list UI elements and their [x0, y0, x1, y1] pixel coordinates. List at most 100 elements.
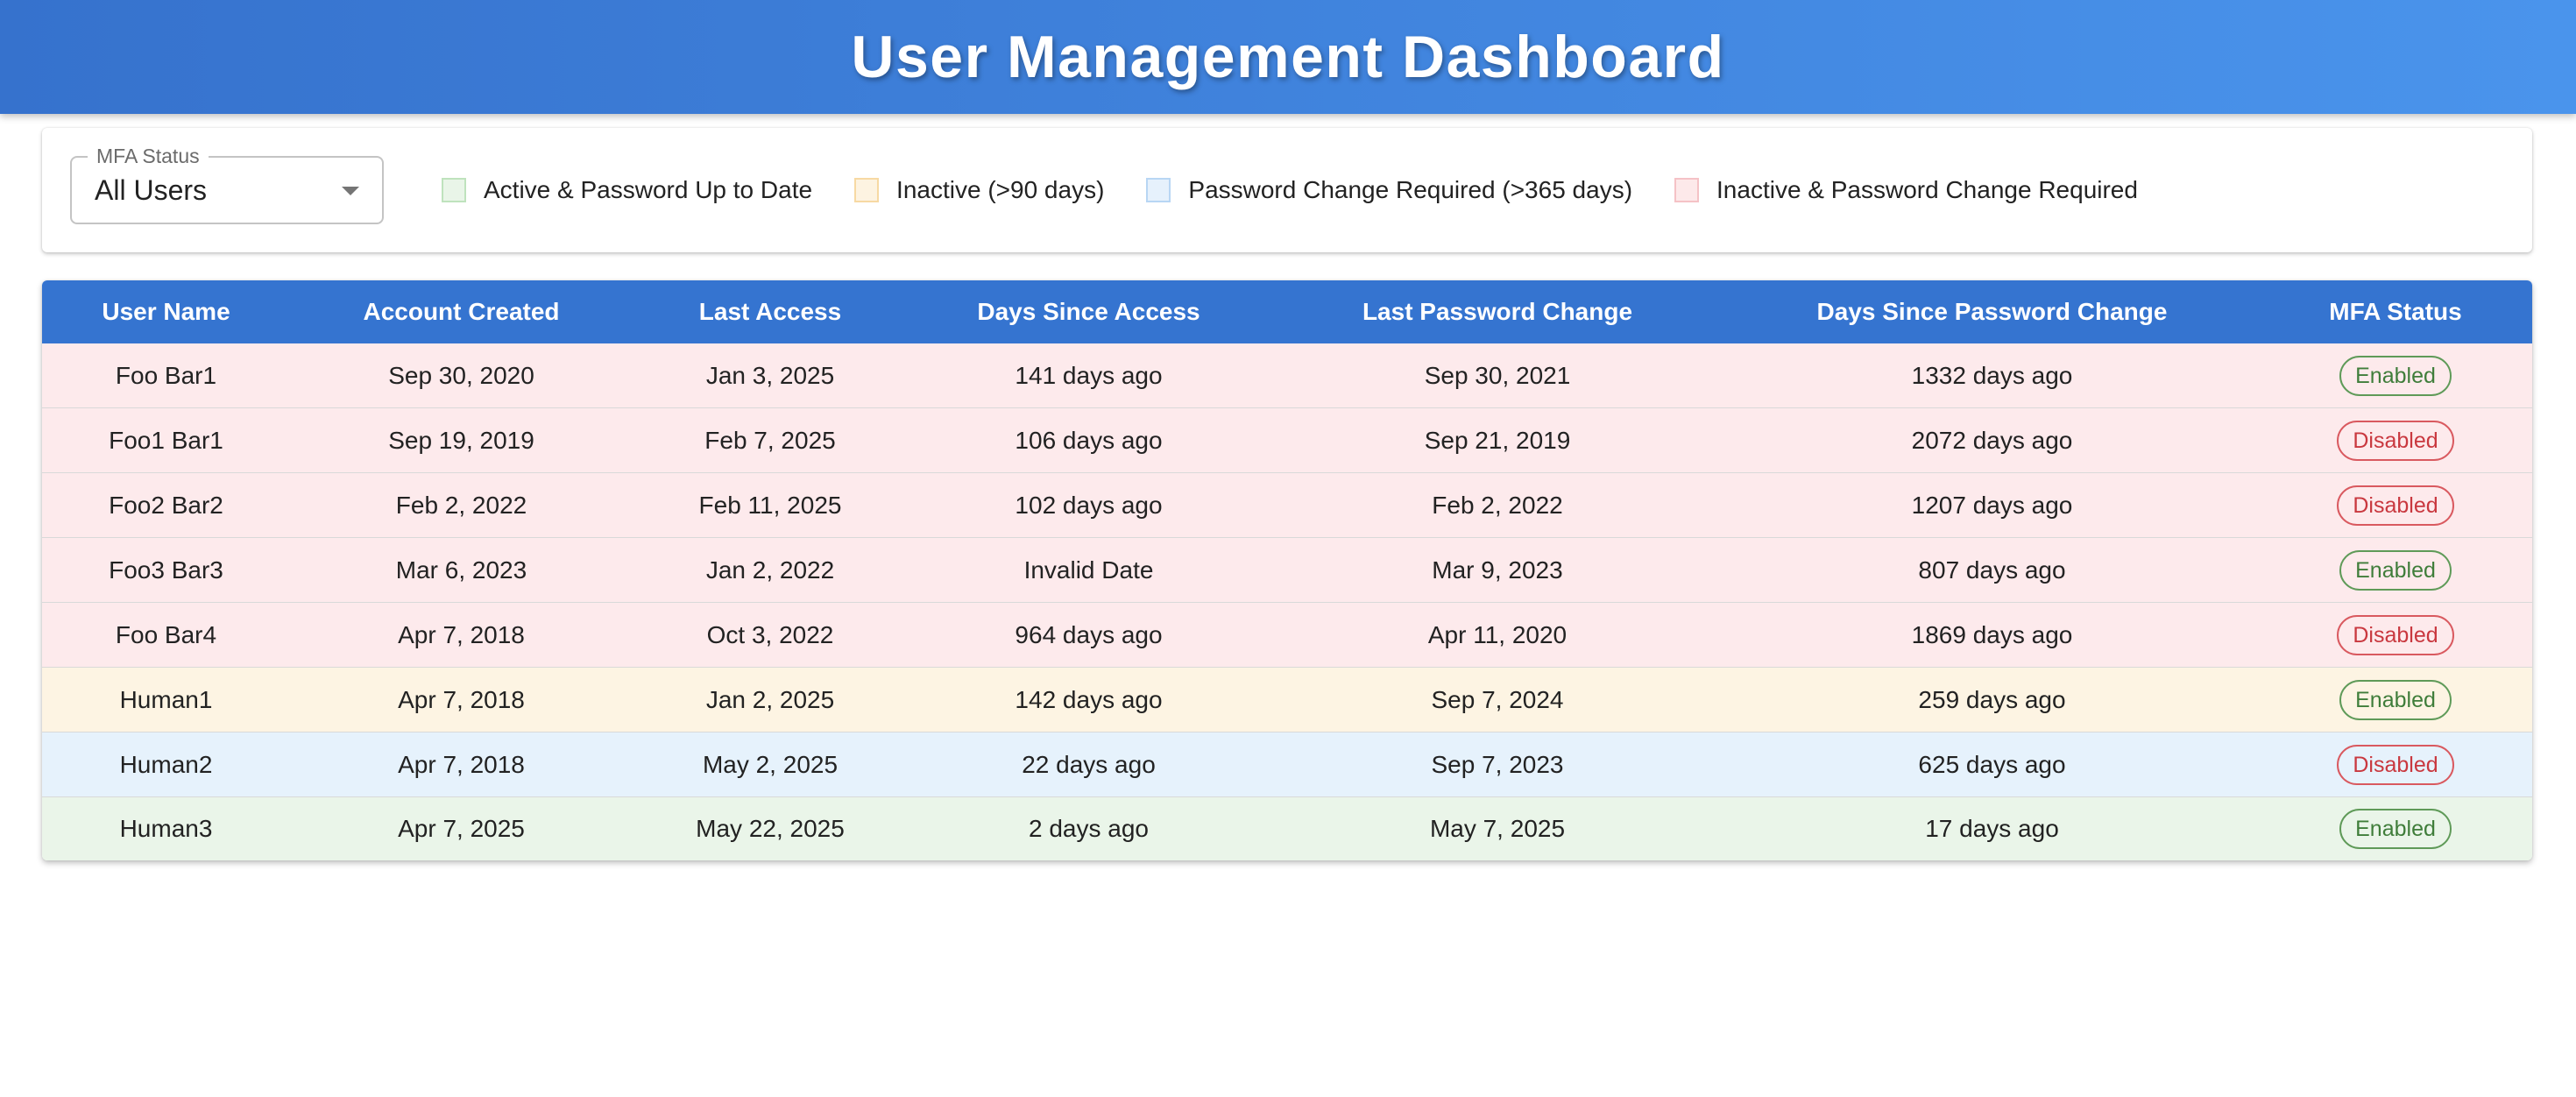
cell-mfa-status: Disabled — [2259, 407, 2532, 473]
mfa-status-badge[interactable]: Disabled — [2337, 420, 2454, 461]
caret-down-icon — [342, 187, 359, 195]
legend-label: Password Change Required (>365 days) — [1188, 176, 1633, 203]
cell-account-created: Sep 30, 2020 — [290, 343, 633, 408]
table-header-row: User Name Account Created Last Access Days … — [42, 280, 2532, 343]
table-body: Foo Bar1 Sep 30, 2020 Jan 3, 2025 141 days … — [42, 343, 2532, 860]
legend-label: Inactive (>90 days) — [896, 176, 1105, 203]
table-row[interactable]: Human2 Apr 7, 2018 May 2, 2025 22 days ago S… — [42, 732, 2532, 797]
cell-last-password-change: Feb 2, 2022 — [1270, 472, 1725, 538]
mfa-status-select-value: All Users — [95, 174, 208, 206]
cell-user-name: Foo2 Bar2 — [42, 472, 290, 538]
cell-account-created: Apr 7, 2018 — [290, 667, 633, 733]
column-header-last-access[interactable]: Last Access — [698, 298, 842, 325]
cell-user-name: Foo1 Bar1 — [42, 407, 290, 473]
column-header-mfa-status[interactable]: MFA Status — [2329, 298, 2462, 325]
legend-swatch — [1674, 178, 1700, 202]
column-header-last-password-change[interactable]: Last Password Change — [1362, 298, 1633, 325]
legend-label: Inactive & Password Change Required — [1716, 176, 2138, 203]
cell-days-since-password-change: 1207 days ago — [1725, 472, 2259, 538]
table-row[interactable]: Foo1 Bar1 Sep 19, 2019 Feb 7, 2025 106 days… — [42, 407, 2532, 473]
cell-account-created: Apr 7, 2018 — [290, 732, 633, 797]
mfa-status-badge[interactable]: Disabled — [2337, 614, 2454, 655]
column-header-days-since-access[interactable]: Days Since Access — [977, 298, 1200, 325]
table-row[interactable]: Foo3 Bar3 Mar 6, 2023 Jan 2, 2022 Invalid D… — [42, 537, 2532, 603]
legend-item: Password Change Required (>365 days) — [1146, 176, 1632, 204]
cell-mfa-status: Enabled — [2259, 537, 2532, 603]
cell-user-name: Foo Bar4 — [42, 602, 290, 668]
cell-last-access: Jan 3, 2025 — [633, 343, 908, 408]
cell-user-name: Foo3 Bar3 — [42, 537, 290, 603]
cell-days-since-access: 964 days ago — [908, 602, 1270, 668]
cell-user-name: Human1 — [42, 667, 290, 733]
page-title: User Management Dashboard — [851, 24, 1725, 90]
cell-days-since-access: 2 days ago — [1029, 815, 1149, 842]
cell-last-access: May 2, 2025 — [633, 732, 908, 797]
cell-days-since-password-change: 17 days ago — [1925, 815, 2059, 842]
cell-last-access: Feb 11, 2025 — [633, 472, 908, 538]
cell-user-name: Human2 — [42, 732, 290, 797]
legend-item: Inactive & Password Change Required — [1674, 176, 2138, 204]
cell-account-created: Mar 6, 2023 — [290, 537, 633, 603]
mfa-status-badge[interactable]: Disabled — [2337, 744, 2454, 785]
cell-days-since-access: Invalid Date — [908, 537, 1270, 603]
mfa-status-badge[interactable]: Enabled — [2339, 809, 2452, 849]
table-row[interactable]: Foo2 Bar2 Feb 2, 2022 Feb 11, 2025 102 days… — [42, 472, 2532, 538]
cell-last-password-change: Sep 7, 2023 — [1270, 732, 1725, 797]
cell-mfa-status: Enabled — [2259, 343, 2532, 408]
cell-mfa-status: Disabled — [2259, 602, 2532, 668]
users-table: User Name Account Created Last Access Days … — [42, 280, 2532, 860]
cell-last-access: Feb 7, 2025 — [633, 407, 908, 473]
cell-days-since-password-change: 625 days ago — [1725, 732, 2259, 797]
cell-last-password-change: Sep 7, 2024 — [1270, 667, 1725, 733]
cell-last-password-change: Sep 21, 2019 — [1270, 407, 1725, 473]
cell-days-since-access: 141 days ago — [908, 343, 1270, 408]
legend-item: Inactive (>90 days) — [854, 176, 1104, 204]
cell-days-since-password-change: 807 days ago — [1725, 537, 2259, 603]
mfa-status-select[interactable]: MFA Status All Users — [70, 145, 384, 224]
cell-user-name: Foo Bar1 — [42, 343, 290, 408]
mfa-status-badge[interactable]: Enabled — [2339, 355, 2452, 396]
cell-days-since-access: 106 days ago — [908, 407, 1270, 473]
legend-swatch — [854, 178, 880, 202]
app-header: User Management Dashboard — [0, 0, 2576, 114]
cell-days-since-password-change: 1332 days ago — [1725, 343, 2259, 408]
table-row[interactable]: Human3 Apr 7, 2025 May 22, 2025 2 days ago M… — [42, 796, 2532, 861]
mfa-status-badge[interactable]: Enabled — [2339, 549, 2452, 591]
users-table-card: User Name Account Created Last Access Days … — [42, 280, 2532, 860]
cell-last-password-change: May 7, 2025 — [1429, 815, 1566, 842]
cell-account-created: Apr 7, 2018 — [290, 602, 633, 668]
cell-days-since-password-change: 2072 days ago — [1725, 407, 2259, 473]
cell-mfa-status: Enabled — [2259, 667, 2532, 733]
column-header-days-since-password-change[interactable]: Days Since Password Change — [1816, 298, 2168, 325]
cell-days-since-password-change: 1869 days ago — [1725, 602, 2259, 668]
cell-last-access: May 22, 2025 — [696, 815, 845, 842]
table-row[interactable]: Foo Bar1 Sep 30, 2020 Jan 3, 2025 141 days … — [42, 343, 2532, 408]
table-row[interactable]: Human1 Apr 7, 2018 Jan 2, 2025 142 days ago… — [42, 667, 2532, 733]
cell-days-since-password-change: 259 days ago — [1725, 667, 2259, 733]
mfa-status-badge[interactable]: Disabled — [2337, 485, 2454, 526]
filter-panel: MFA Status All Users Active & Password U… — [42, 128, 2532, 252]
status-legend: Active & Password Up to Date Inactive (>9… — [442, 128, 2138, 252]
cell-days-since-access: 22 days ago — [908, 732, 1270, 797]
mfa-status-select-label: MFA Status — [88, 145, 209, 168]
cell-last-password-change: Apr 11, 2020 — [1270, 602, 1725, 668]
cell-mfa-status: Enabled — [2259, 797, 2532, 861]
cell-mfa-status: Disabled — [2259, 732, 2532, 797]
mfa-status-badge[interactable]: Enabled — [2339, 679, 2452, 720]
cell-last-access: Jan 2, 2022 — [633, 537, 908, 603]
cell-user-name: Human3 — [119, 815, 213, 842]
cell-last-password-change: Mar 9, 2023 — [1270, 537, 1725, 603]
table-row[interactable]: Foo Bar4 Apr 7, 2018 Oct 3, 2022 964 days a… — [42, 602, 2532, 668]
column-header-account-created[interactable]: Account Created — [363, 298, 560, 325]
cell-days-since-access: 142 days ago — [908, 667, 1270, 733]
cell-account-created: Apr 7, 2025 — [398, 815, 525, 842]
cell-account-created: Feb 2, 2022 — [290, 472, 633, 538]
column-header-user-name[interactable]: User Name — [102, 298, 230, 325]
cell-last-access: Jan 2, 2025 — [633, 667, 908, 733]
cell-account-created: Sep 19, 2019 — [290, 407, 633, 473]
legend-label: Active & Password Up to Date — [484, 176, 813, 203]
legend-item: Active & Password Up to Date — [442, 176, 812, 204]
legend-swatch — [1146, 178, 1171, 202]
cell-last-access: Oct 3, 2022 — [633, 602, 908, 668]
cell-last-password-change: Sep 30, 2021 — [1270, 343, 1725, 408]
